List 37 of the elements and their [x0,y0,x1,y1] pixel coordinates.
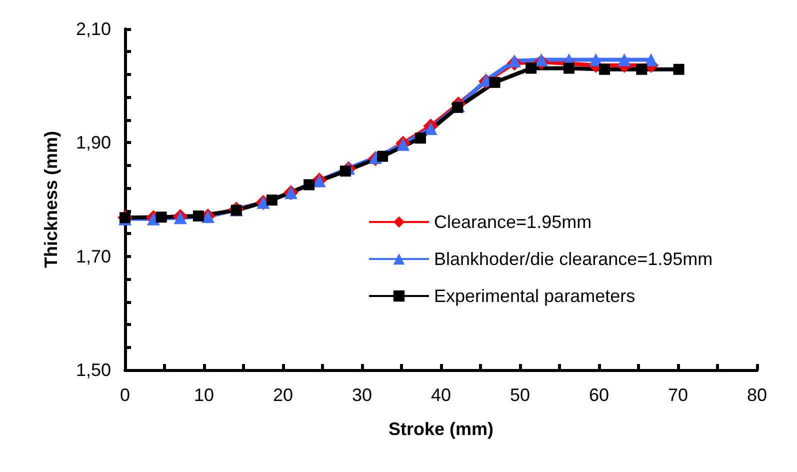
x-tick-label: 20 [272,385,294,405]
point [340,166,351,177]
x-tick-label: 80 [746,385,768,405]
point [414,132,426,144]
point [192,210,204,222]
point [424,122,438,135]
point [156,212,167,223]
legend-label: Blankhoder/die clearance=1.95mm [434,249,713,269]
point [534,53,548,66]
y-tick-label: 1,70 [76,246,111,266]
x-tick-label: 30 [352,385,372,405]
x-tick-label: 50 [510,385,530,405]
point [589,53,602,66]
point [489,76,500,88]
x-tick-label: 10 [194,385,214,405]
point [526,62,537,74]
point [618,53,631,66]
y-tick-label: 1,90 [76,132,111,153]
x-tick-label: 40 [430,385,452,405]
point [508,54,521,68]
point [644,53,658,66]
point [452,102,464,113]
y-axis-title: Thickness (mm) [41,130,61,268]
legend-label: Clearance=1.95mm [434,212,592,232]
point [636,64,648,75]
point [599,64,610,75]
legend-label: Experimental parameters [434,286,636,306]
point [673,64,684,75]
point [304,179,315,190]
point [377,150,388,162]
point [266,194,278,206]
y-tick-label: 1,50 [76,360,111,380]
x-axis-title: Stroke (mm) [388,419,494,439]
x-tick-label: 0 [120,385,130,405]
x-tick-label: 60 [588,385,610,405]
x-tick-label: 70 [668,385,688,405]
y-tick-label: 2,10 [76,19,111,39]
